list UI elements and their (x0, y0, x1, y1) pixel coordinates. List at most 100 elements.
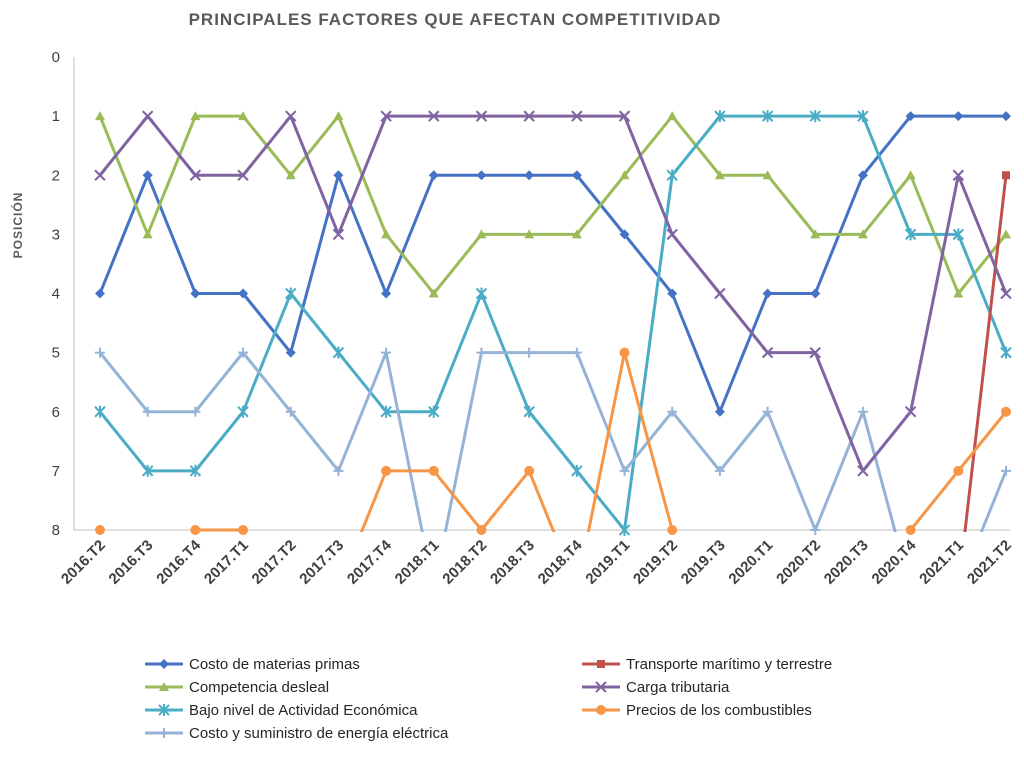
legend-item: Transporte marítimo y terrestre (582, 656, 832, 673)
legend-marker (159, 682, 169, 691)
data-point (476, 525, 487, 535)
legend-label: Bajo nivel de Actividad Económica (189, 702, 418, 719)
data-point (190, 406, 201, 417)
data-point (524, 347, 535, 358)
data-point (523, 110, 535, 122)
data-point (904, 406, 917, 418)
data-point (285, 170, 296, 180)
data-point (476, 170, 487, 181)
x-tick-label: 2017.T1 (201, 537, 252, 588)
data-point (571, 347, 582, 358)
data-point (333, 465, 344, 476)
x-tick-label: 2018.T1 (392, 537, 443, 588)
data-point (761, 346, 774, 359)
legend-marker (595, 681, 607, 693)
legend-marker (596, 705, 606, 715)
x-tick-label: 2016.T4 (153, 536, 204, 587)
legend-item: Carga tributaria (582, 679, 730, 696)
data-point (381, 229, 392, 239)
chart-title: PRINCIPALES FACTORES QUE AFECTAN COMPETI… (188, 10, 722, 29)
data-point (428, 288, 439, 298)
data-point (714, 465, 725, 476)
data-point (905, 111, 916, 122)
data-point (809, 110, 821, 123)
data-point (857, 465, 869, 477)
y-tick-label: 1 (52, 108, 60, 125)
data-point (619, 229, 630, 240)
x-tick-label: 2016.T3 (106, 537, 157, 588)
data-point (285, 287, 297, 300)
data-point (619, 465, 630, 476)
series-line (963, 175, 1008, 532)
data-point (1001, 111, 1011, 122)
data-point (762, 288, 773, 299)
data-point (619, 170, 630, 180)
series-line (195, 351, 1008, 532)
x-tick-label: 2020.T4 (869, 536, 920, 587)
legend-marker (159, 728, 169, 738)
data-point (714, 170, 725, 180)
series-line (98, 351, 1008, 532)
data-point (810, 525, 821, 535)
data-point (95, 525, 105, 535)
data-point (714, 110, 726, 123)
data-point (953, 465, 964, 476)
legend-item: Precios de los combustibles (582, 702, 812, 719)
data-point (667, 111, 678, 121)
x-tick-labels: 2016.T22016.T32016.T42017.T12017.T22017.… (58, 536, 1015, 587)
data-point (142, 229, 153, 239)
x-tick-label: 2021.T1 (916, 537, 967, 588)
y-tick-label: 7 (52, 463, 60, 480)
series-line (98, 114, 1008, 295)
data-point (476, 229, 487, 239)
data-point (666, 228, 678, 241)
x-tick-label: 2018.T4 (535, 536, 586, 587)
data-point (190, 525, 201, 535)
data-point (285, 406, 296, 417)
y-tick-label: 6 (52, 404, 60, 421)
data-point (381, 465, 392, 476)
data-point (238, 525, 249, 535)
x-tick-label: 2021.T2 (964, 537, 1015, 588)
legend-label: Carga tributaria (626, 679, 730, 696)
x-tick-label: 2019.T1 (582, 537, 633, 588)
y-tick-label: 3 (52, 226, 60, 243)
data-point (761, 110, 774, 123)
data-point (141, 110, 154, 122)
data-point (953, 111, 964, 122)
data-point (905, 525, 916, 535)
data-point (857, 406, 868, 417)
data-point (1001, 229, 1011, 239)
data-point (904, 228, 917, 241)
data-point (238, 347, 249, 358)
data-point (428, 405, 440, 418)
data-point (95, 111, 105, 121)
data-point (95, 288, 105, 299)
legend-label: Precios de los combustibles (626, 702, 812, 719)
data-point (141, 464, 154, 477)
data-point (238, 111, 249, 121)
series-lines (98, 114, 1008, 532)
y-tick-label: 2 (52, 167, 60, 184)
data-point (810, 229, 821, 239)
data-point (953, 288, 964, 298)
legend-item: Costo de materias primas (145, 656, 360, 673)
x-tick-label: 2020.T2 (773, 537, 824, 588)
data-point (667, 406, 678, 417)
data-point (762, 406, 773, 417)
legend-item: Bajo nivel de Actividad Económica (145, 702, 418, 719)
data-point (475, 287, 488, 300)
data-point (1001, 465, 1011, 476)
data-point (952, 228, 965, 241)
legend-item: Competencia desleal (145, 679, 329, 696)
x-tick-label: 2018.T2 (439, 537, 490, 588)
data-point (618, 110, 631, 122)
x-tick-label: 2020.T3 (821, 537, 872, 588)
data-point (666, 169, 678, 182)
legend-marker (158, 704, 170, 716)
series-markers (94, 110, 1012, 536)
data-point (190, 111, 201, 121)
data-point (285, 110, 297, 122)
data-point (571, 464, 583, 477)
